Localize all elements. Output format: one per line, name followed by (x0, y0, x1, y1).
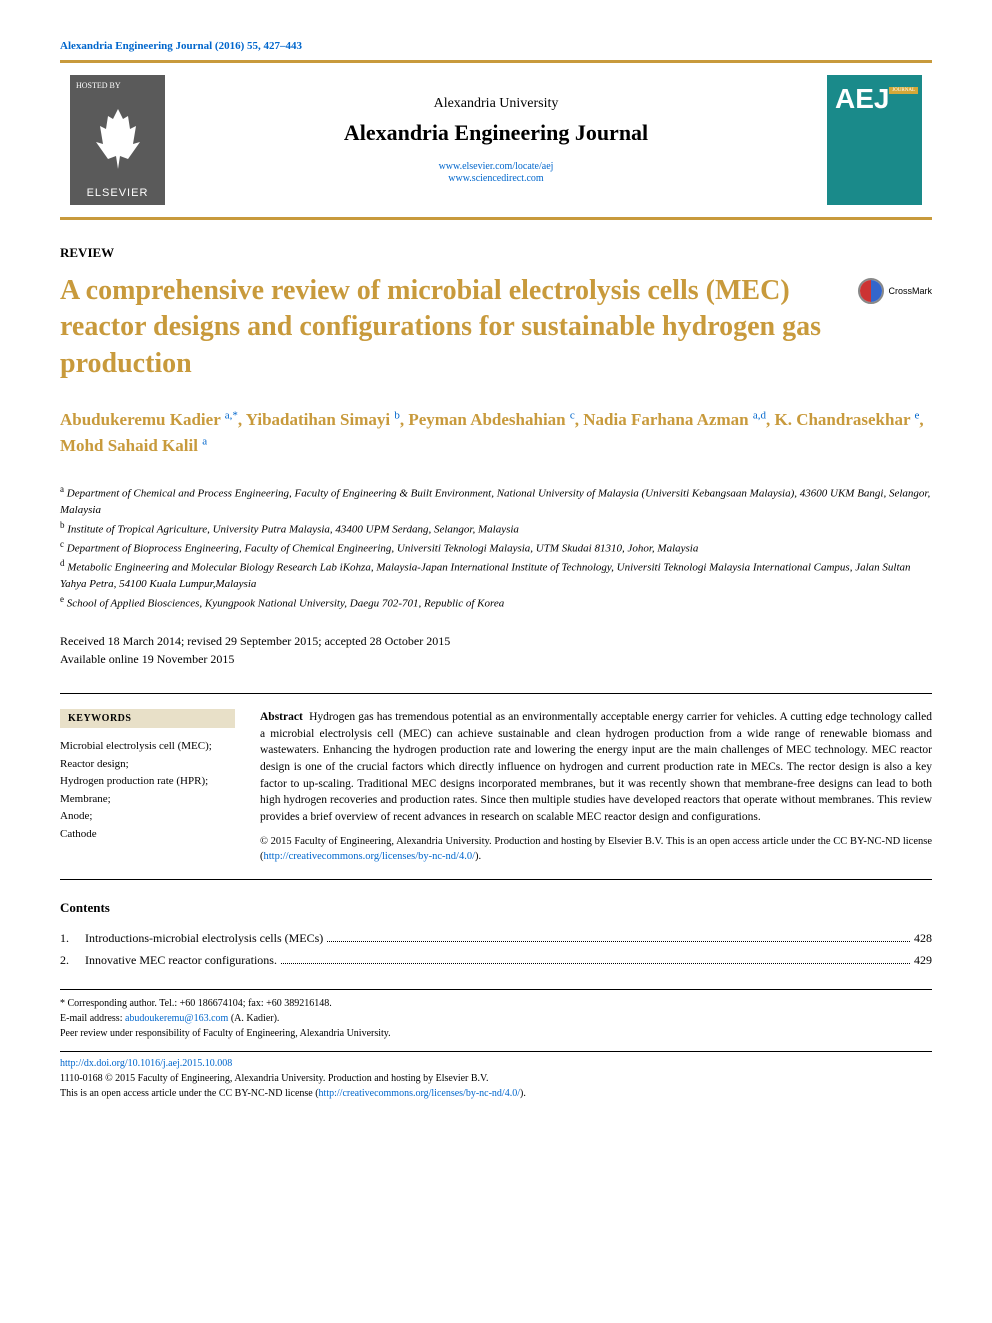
copyright-close: ). (475, 851, 481, 862)
keyword: Anode; (60, 808, 235, 826)
journal-header: HOSTED BY ELSEVIER Alexandria University… (60, 60, 932, 220)
elsevier-logo: HOSTED BY ELSEVIER (70, 75, 165, 205)
contents-num: 1. (60, 928, 85, 950)
affiliations: a Department of Chemical and Process Eng… (60, 483, 932, 612)
affiliation: e School of Applied Biosciences, Kyungpo… (60, 593, 932, 612)
abstract: Abstract Hydrogen gas has tremendous pot… (260, 709, 932, 864)
contents-entry[interactable]: 1.Introductions-microbial electrolysis c… (60, 928, 932, 950)
journal-cover-thumbnail: JOURNAL AEJ (827, 75, 922, 205)
article-type: REVIEW (60, 245, 932, 261)
elsevier-tree-icon (76, 90, 159, 187)
license-link[interactable]: http://creativecommons.org/licenses/by-n… (264, 851, 476, 862)
open-access-link[interactable]: http://creativecommons.org/licenses/by-n… (319, 1088, 520, 1099)
keyword: Reactor design; (60, 756, 235, 774)
contents-list: 1.Introductions-microbial electrolysis c… (60, 928, 932, 971)
contents-dots (327, 941, 910, 942)
journal-name: Alexandria Engineering Journal (180, 120, 812, 146)
contents-page: 428 (914, 928, 932, 950)
journal-link-sciencedirect[interactable]: www.sciencedirect.com (180, 173, 812, 184)
affiliation: a Department of Chemical and Process Eng… (60, 483, 932, 519)
crossmark-badge[interactable]: CrossMark (858, 278, 932, 304)
keyword: Membrane; (60, 791, 235, 809)
keyword: Microbial electrolysis cell (MEC); (60, 738, 235, 756)
open-access-text: This is an open access article under the… (60, 1088, 319, 1099)
journal-reference: Alexandria Engineering Journal (2016) 55… (60, 40, 932, 52)
university-name: Alexandria University (180, 96, 812, 112)
contents-title: Innovative MEC reactor configurations. (85, 950, 277, 972)
dates-online: Available online 19 November 2015 (60, 650, 932, 668)
issn-copyright: 1110-0168 © 2015 Faculty of Engineering,… (60, 1071, 932, 1086)
open-access-close: ). (520, 1088, 526, 1099)
affiliation: c Department of Bioprocess Engineering, … (60, 538, 932, 557)
peer-review-note: Peer review under responsibility of Facu… (60, 1026, 932, 1041)
authors: Abudukeremu Kadier a,*, Yibadatihan Sima… (60, 407, 932, 458)
dates-received: Received 18 March 2014; revised 29 Septe… (60, 632, 932, 650)
contents-entry[interactable]: 2.Innovative MEC reactor configurations.… (60, 950, 932, 972)
contents-heading: Contents (60, 900, 932, 916)
article-title: A comprehensive review of microbial elec… (60, 273, 843, 382)
publication-dates: Received 18 March 2014; revised 29 Septe… (60, 632, 932, 668)
keyword: Hydrogen production rate (HPR); (60, 773, 235, 791)
contents-page: 429 (914, 950, 932, 972)
contents-dots (281, 963, 910, 964)
cover-journal-label: JOURNAL (889, 87, 918, 94)
corresponding-author: * Corresponding author. Tel.: +60 186674… (60, 996, 932, 1011)
crossmark-icon (858, 278, 884, 304)
author-email[interactable]: abudoukeremu@163.com (125, 1013, 228, 1024)
page-footer: * Corresponding author. Tel.: +60 186674… (60, 989, 932, 1101)
abstract-label: Abstract (260, 711, 303, 723)
hosted-by-label: HOSTED BY (76, 81, 159, 90)
affiliation: d Metabolic Engineering and Molecular Bi… (60, 557, 932, 593)
keywords-heading: KEYWORDS (60, 709, 235, 728)
doi-link[interactable]: http://dx.doi.org/10.1016/j.aej.2015.10.… (60, 1056, 932, 1071)
abstract-text: Hydrogen gas has tremendous potential as… (260, 711, 932, 823)
crossmark-label: CrossMark (888, 286, 932, 296)
contents-title: Introductions-microbial electrolysis cel… (85, 928, 323, 950)
keyword: Cathode (60, 826, 235, 844)
email-label: E-mail address: (60, 1013, 125, 1024)
journal-link-elsevier[interactable]: www.elsevier.com/locate/aej (180, 161, 812, 172)
keywords-list: Microbial electrolysis cell (MEC);Reacto… (60, 738, 235, 844)
contents-num: 2. (60, 950, 85, 972)
email-suffix: (A. Kadier). (228, 1013, 279, 1024)
elsevier-name: ELSEVIER (76, 187, 159, 199)
affiliation: b Institute of Tropical Agriculture, Uni… (60, 519, 932, 538)
